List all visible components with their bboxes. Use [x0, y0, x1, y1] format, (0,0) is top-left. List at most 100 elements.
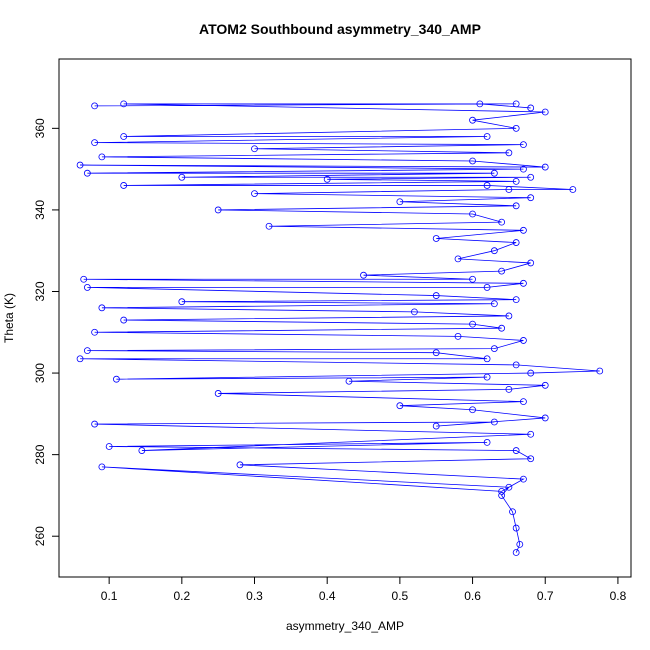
point [476, 100, 484, 108]
point [490, 345, 498, 352]
point [541, 414, 549, 422]
point [483, 182, 491, 189]
point [520, 398, 527, 406]
point [214, 206, 222, 214]
point [396, 198, 404, 206]
x-tick-label: 0.8 [610, 589, 627, 603]
point [498, 267, 506, 275]
point [98, 463, 106, 471]
y-axis-label: Theta (K) [2, 293, 16, 343]
point [520, 337, 527, 344]
point [505, 312, 513, 320]
point [432, 349, 440, 357]
point [469, 116, 476, 124]
point [490, 418, 498, 426]
point [498, 324, 506, 332]
point [469, 157, 476, 165]
point [251, 145, 258, 153]
point [490, 300, 498, 308]
x-tick-label: 0.3 [246, 589, 263, 603]
point [527, 173, 535, 181]
point [138, 447, 146, 454]
point [91, 420, 99, 428]
point [432, 292, 440, 299]
point [512, 202, 520, 210]
x-tick-label: 0.2 [173, 589, 190, 603]
x-tick-label: 0.7 [537, 589, 554, 603]
point [483, 355, 491, 363]
point [91, 328, 99, 336]
point [265, 222, 273, 230]
point [498, 487, 506, 495]
point [469, 320, 476, 328]
point [527, 194, 535, 202]
y-tick-label: 280 [33, 444, 47, 464]
point [469, 210, 476, 218]
point [520, 279, 527, 287]
point [236, 461, 244, 469]
point [469, 406, 476, 414]
point [76, 161, 84, 169]
point [512, 361, 520, 369]
point [512, 100, 520, 108]
point [512, 524, 520, 532]
point [483, 133, 491, 140]
point [178, 173, 186, 181]
point [120, 182, 128, 189]
x-tick-label: 0.5 [392, 589, 409, 603]
point [120, 316, 128, 324]
point [483, 373, 491, 381]
y-tick-label: 300 [33, 363, 47, 383]
point [527, 104, 535, 112]
point [527, 455, 535, 463]
y-tick-label: 260 [33, 526, 47, 546]
point [498, 492, 506, 499]
x-tick-label: 0.4 [319, 589, 336, 603]
point [520, 141, 527, 149]
point [396, 402, 404, 410]
point [541, 163, 549, 171]
point [541, 381, 549, 389]
point [520, 226, 527, 234]
point [509, 508, 516, 516]
point [345, 377, 353, 385]
point [505, 385, 513, 393]
point [251, 190, 258, 197]
point [80, 275, 88, 283]
point [541, 108, 549, 116]
point [454, 255, 462, 263]
point [512, 447, 520, 454]
point [120, 100, 128, 108]
point [490, 247, 498, 255]
y-tick-label: 340 [33, 200, 47, 220]
point [76, 355, 84, 363]
point [527, 259, 535, 267]
point [113, 375, 120, 383]
point [120, 133, 128, 140]
point [516, 540, 524, 548]
point [512, 239, 520, 246]
point [83, 284, 91, 291]
point [505, 186, 513, 193]
x-tick-label: 0.6 [464, 589, 481, 603]
point [498, 218, 506, 226]
point [98, 153, 106, 161]
point [512, 124, 520, 132]
point [483, 439, 491, 446]
point [91, 139, 99, 147]
point [596, 367, 604, 375]
point [98, 304, 106, 312]
point [527, 430, 535, 438]
point [178, 298, 186, 306]
point [505, 149, 513, 157]
y-tick-label: 360 [33, 118, 47, 138]
point [432, 235, 440, 242]
plot-frame [58, 58, 632, 578]
point [83, 347, 91, 355]
point [527, 369, 535, 377]
point [520, 475, 527, 483]
point [323, 175, 331, 183]
point [490, 169, 498, 177]
point [520, 165, 527, 173]
